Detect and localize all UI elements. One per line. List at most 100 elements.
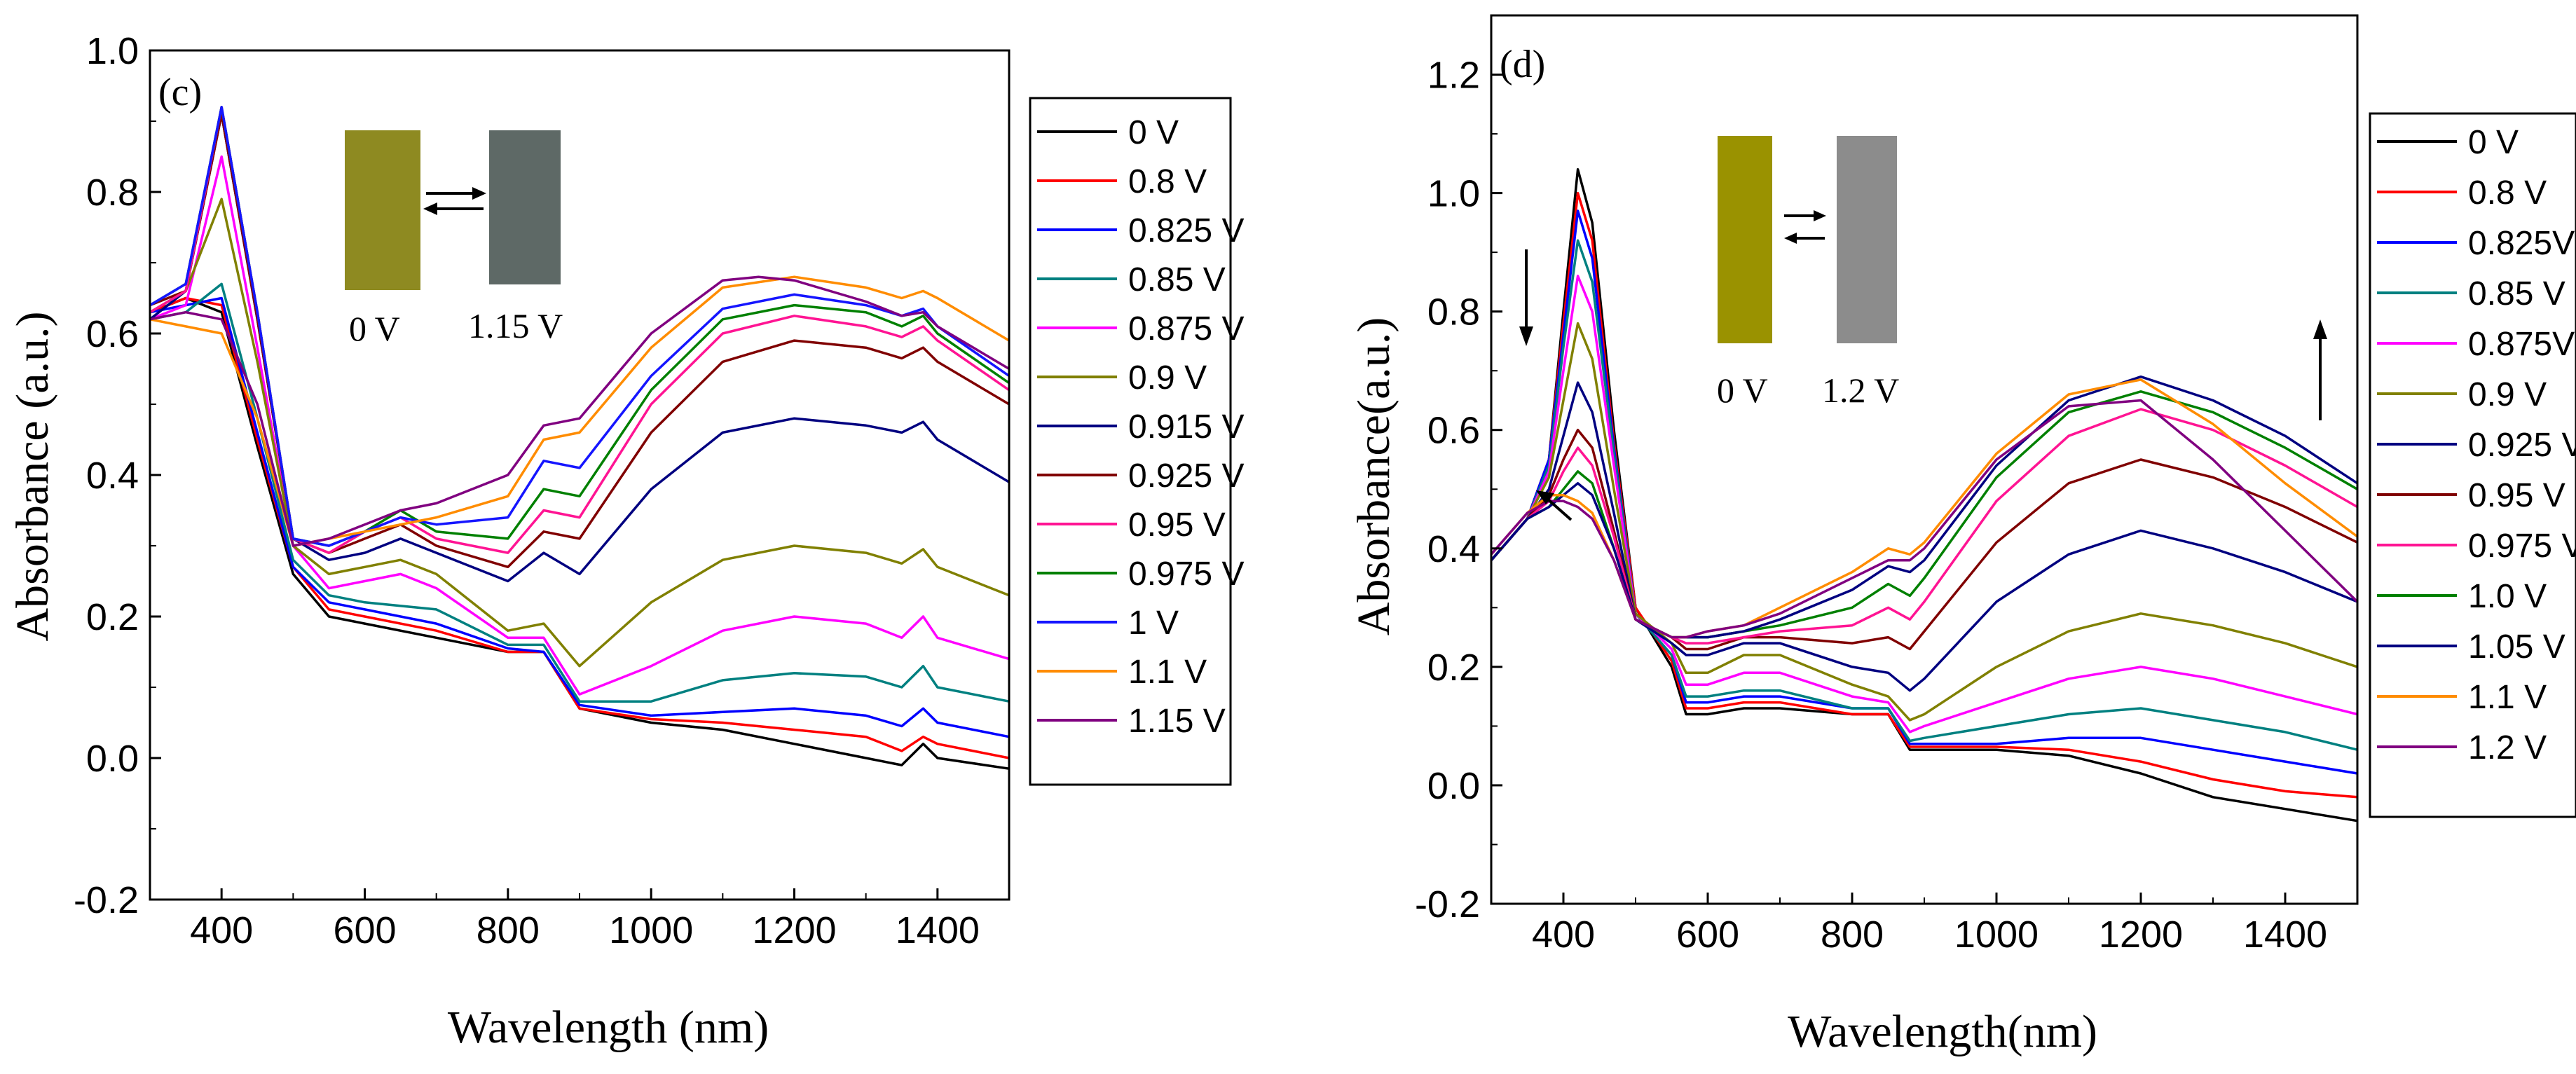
panel-c-inset-right-label: 1.15 V — [468, 306, 563, 345]
legend-label: 0.9 V — [2468, 376, 2547, 413]
series-line-11 — [149, 275, 1010, 547]
legend-label: 0.925 V — [2468, 427, 2576, 464]
panel-d-legend: 0 V 0.8 V 0.825V 0.85 V 0.875V 0.9 V 0.925 V 0.… — [2377, 124, 2576, 766]
x-tick-label: 1200 — [752, 909, 836, 951]
legend-label: 1.05 V — [2468, 628, 2565, 666]
y-tick-label: 0.8 — [86, 172, 139, 214]
y-tick-label: 0.6 — [1427, 410, 1480, 452]
panel-c-inset-swatch-left — [345, 130, 420, 290]
series-line-2 — [149, 296, 1010, 738]
panel-c-label: (c) — [158, 71, 202, 114]
panel-d-x-axis-label: Wavelength(nm) — [1788, 1006, 2097, 1057]
panel-d-inset-arrows-icon — [1784, 210, 1826, 244]
series-line-0 — [1490, 168, 2358, 822]
y-tick-label: 0.0 — [1427, 765, 1480, 807]
series-line-12 — [1490, 399, 2359, 639]
panel-c-y-axis-label: Absorbance (a.u.) — [7, 312, 58, 642]
legend-label: 1 V — [1128, 605, 1179, 642]
panel-d-inset: 0 V 1.2 V — [1717, 136, 1899, 410]
panel-d-down-arrow-icon — [1519, 249, 1533, 346]
x-tick-label: 1400 — [2243, 914, 2327, 956]
legend-label: 1.1 V — [2468, 679, 2547, 716]
x-tick-label: 1400 — [896, 909, 980, 951]
legend-label: 1.0 V — [2468, 578, 2547, 615]
legend-label: 0.8 V — [2468, 174, 2547, 212]
series-line-5 — [149, 198, 1010, 668]
y-tick-label: 1.2 — [1427, 55, 1480, 97]
x-tick-label: 600 — [1676, 914, 1739, 956]
series-line-10 — [149, 106, 1010, 547]
series-line-1 — [1490, 191, 2358, 799]
panel-d-shift-arrow-icon — [1536, 490, 1573, 521]
y-tick-label: 0.4 — [1427, 528, 1480, 570]
series-line-5 — [1490, 322, 2358, 722]
legend-label: 0.975 V — [1128, 556, 1244, 593]
y-tick-label: 0.0 — [86, 738, 139, 780]
x-tick-label: 1200 — [2099, 914, 2183, 956]
panel-d-inset-left-label: 0 V — [1717, 371, 1768, 410]
panel-d-up-arrow-icon — [2313, 319, 2327, 420]
panel-d-label: (d) — [1500, 43, 1545, 86]
panel-c-legend: 0 V 0.8 V 0.825 V 0.85 V 0.875 V 0.9 V 0.915 V… — [1037, 114, 1244, 740]
x-tick-label: 1000 — [1954, 914, 2039, 956]
panel-d-plot-frame — [1490, 14, 2359, 905]
panel-c-axes: 400 600 800 1000 1200 1400 -0.2 0.0 0.2 0.4 0.6 0.8… — [74, 30, 1010, 951]
panel-d-inset-swatch-right — [1837, 136, 1897, 343]
y-tick-label: -0.2 — [74, 879, 139, 921]
y-tick-label: -0.2 — [1415, 883, 1480, 925]
panel-c-inset: 0 V 1.15 V — [345, 130, 563, 348]
series-line-4 — [149, 155, 1010, 696]
x-tick-label: 800 — [477, 909, 540, 951]
legend-label: 0.8 V — [1128, 163, 1207, 200]
panel-d: (d) 0 V 1.2 V 400 600 800 1000 1200 1400-0. — [1348, 14, 2576, 1057]
y-tick-label: 1.0 — [86, 30, 139, 72]
panel-c-inset-swatch-right — [489, 130, 561, 284]
legend-label: 0.95 V — [1128, 507, 1226, 544]
x-tick-label: 400 — [1532, 914, 1595, 956]
panel-d-legend-frame — [2369, 112, 2576, 818]
legend-label: 1.1 V — [1128, 654, 1207, 691]
panel-c-plot — [149, 106, 1010, 770]
legend-label: 0.85 V — [2468, 275, 2565, 312]
x-tick-label: 1000 — [609, 909, 693, 951]
legend-label: 0.9 V — [1128, 359, 1207, 397]
legend-label: 0.915 V — [1128, 408, 1244, 446]
y-tick-label: 0.4 — [86, 455, 139, 497]
series-line-6 — [1490, 381, 2358, 692]
x-tick-label: 400 — [190, 909, 253, 951]
legend-label: 1.15 V — [1128, 703, 1226, 740]
legend-label: 0.925 V — [1128, 457, 1244, 495]
series-line-9 — [149, 106, 1010, 547]
panel-d-y-axis-label: Absorbance(a.u.) — [1348, 317, 1399, 635]
legend-label: 0.875 V — [1128, 310, 1244, 347]
x-tick-label: 800 — [1821, 914, 1884, 956]
series-line-12 — [149, 275, 1010, 547]
series-line-2 — [1490, 209, 2358, 775]
panel-c: (c) 0 V 1.15 V 400 600 800 1000 1200 1400 -0.2… — [7, 30, 1244, 1053]
x-tick-label: 600 — [333, 909, 396, 951]
series-line-3 — [1490, 239, 2358, 751]
panel-c-inset-arrows-icon — [423, 187, 486, 215]
legend-label: 0.95 V — [2468, 477, 2565, 514]
y-tick-label: 0.2 — [86, 596, 139, 638]
panel-d-axes: 400 600 800 1000 1200 1400 -0.2 0.0 0.2 0.4 0.6 0.8… — [1415, 55, 2358, 956]
series-line-7 — [1490, 428, 2358, 651]
legend-label: 0 V — [1128, 114, 1179, 151]
series-line-0 — [149, 296, 1010, 770]
y-tick-label: 1.0 — [1427, 173, 1480, 215]
y-tick-label: 0.2 — [1427, 647, 1480, 689]
legend-label: 1.2 V — [2468, 729, 2547, 766]
series-line-10 — [1490, 375, 2358, 639]
legend-label: 0.975 V — [2468, 528, 2576, 565]
panel-c-x-axis-label: Wavelength (nm) — [448, 1002, 769, 1053]
series-line-8 — [1490, 408, 2358, 645]
panel-c-inset-left-label: 0 V — [349, 309, 400, 348]
panel-d-inset-swatch-left — [1718, 136, 1772, 343]
legend-label: 0.875V — [2468, 326, 2575, 363]
legend-label: 0.825 V — [1128, 212, 1244, 249]
y-tick-label: 0.8 — [1427, 291, 1480, 333]
y-tick-label: 0.6 — [86, 313, 139, 355]
panel-d-plot — [1490, 168, 2359, 822]
panel-d-inset-right-label: 1.2 V — [1822, 371, 1899, 410]
